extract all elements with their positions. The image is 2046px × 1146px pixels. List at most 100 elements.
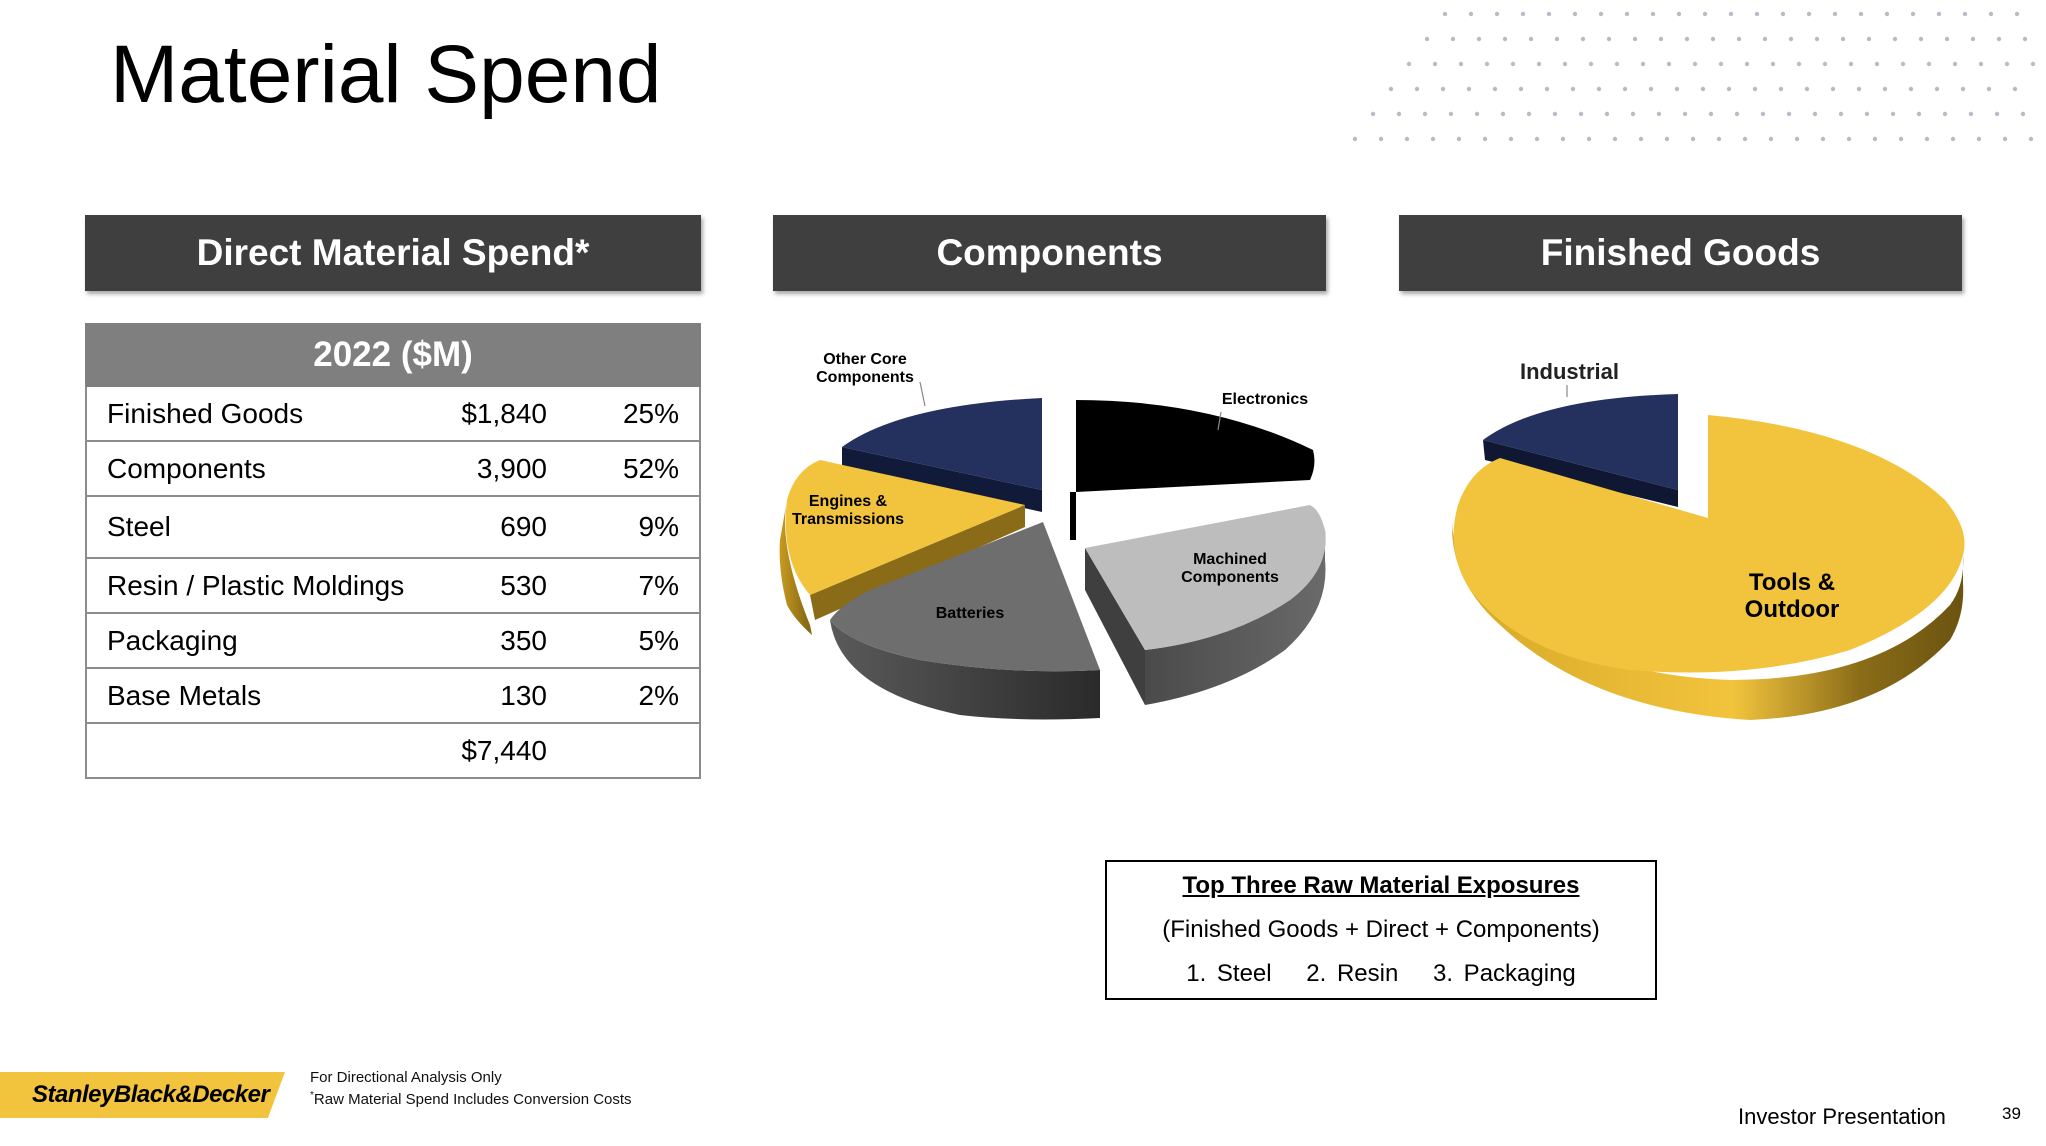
decorative-dot (1554, 36, 1560, 42)
decorative-dot (1710, 36, 1716, 42)
footnote-conversion-text: Raw Material Spend Includes Conversion C… (313, 1091, 632, 1108)
decorative-dot (1994, 111, 2000, 117)
decorative-dot (1910, 11, 1916, 17)
decorative-dot (1580, 36, 1586, 42)
slice-electronics (1076, 400, 1315, 492)
decorative-dot (1466, 86, 1472, 92)
decorative-dot (1884, 11, 1890, 17)
decorative-dot (1898, 136, 1904, 142)
decorative-dot (1482, 136, 1488, 142)
decorative-dot (1762, 36, 1768, 42)
decorative-dot (1684, 36, 1690, 42)
label-machined-2: Components (1181, 569, 1279, 586)
table-header: 2022 ($M) (85, 323, 701, 387)
decorative-dot (1500, 111, 1506, 117)
decorative-dot (1468, 11, 1474, 17)
row-label: Steel (85, 495, 437, 559)
leader-line (1217, 411, 1222, 431)
slice-engines-side (779, 500, 812, 635)
row-amount: 3,900 (437, 440, 547, 497)
decorative-dot (1950, 136, 1956, 142)
decorative-dot (1612, 136, 1618, 142)
decorative-dot (1742, 136, 1748, 142)
callout-item: 1. Steel (1186, 960, 1272, 987)
decorative-dot (1918, 36, 1924, 42)
slice-batteries (830, 522, 1100, 672)
decorative-dot (1996, 36, 2002, 42)
decorative-dot (1952, 61, 1958, 67)
decorative-dot (1780, 11, 1786, 17)
row-amount: 130 (437, 667, 547, 724)
decorative-dot (2030, 61, 2036, 67)
decorative-dot (1832, 11, 1838, 17)
decorative-dot (1856, 86, 1862, 92)
decorative-dot (2020, 111, 2026, 117)
decorative-dot (1700, 86, 1706, 92)
label-electronics: Electronics (1222, 391, 1308, 408)
row-label: Resin / Plastic Moldings (85, 557, 437, 614)
label-batteries: Batteries (936, 605, 1005, 622)
row-amount: $1,840 (437, 385, 547, 442)
decorative-dot (1962, 11, 1968, 17)
label-industrial: Industrial (1520, 359, 1619, 384)
decorative-dot (2002, 136, 2008, 142)
decorative-dot (1726, 86, 1732, 92)
slice-machined-side2 (1085, 548, 1145, 705)
decorative-dot (2012, 86, 2018, 92)
decorative-dot (1754, 11, 1760, 17)
page-number: 39 (2002, 1104, 2021, 1123)
label-engines-1: Engines & (809, 493, 888, 510)
decorative-dot (1648, 86, 1654, 92)
footnote-mark: * (310, 1090, 314, 1101)
decorative-dot (1728, 11, 1734, 17)
decorative-dot (1650, 11, 1656, 17)
decorative-dot (1378, 136, 1384, 142)
presentation-label: Investor Presentation (1738, 1104, 1946, 1129)
decorative-dot (1570, 86, 1576, 92)
decorative-dot (1432, 61, 1438, 67)
decorative-dot (1502, 36, 1508, 42)
decorative-dot (1614, 61, 1620, 67)
decorative-dot (1546, 11, 1552, 17)
decorative-dot (1846, 136, 1852, 142)
row-amount: 530 (437, 557, 547, 614)
decorative-dot (2004, 61, 2010, 67)
decorative-dot (1476, 36, 1482, 42)
direct-spend-table: 2022 ($M) Finished Goods $1,840 25% Comp… (85, 323, 701, 779)
decorative-dot (1908, 86, 1914, 92)
decorative-dot (1656, 111, 1662, 117)
decorative-dot (1794, 136, 1800, 142)
decorative-dot (2022, 36, 2028, 42)
decorative-dot (1788, 36, 1794, 42)
decorative-dot (1562, 61, 1568, 67)
decorative-dot (1692, 61, 1698, 67)
decorative-dot (1458, 61, 1464, 67)
footnote-directional: For Directional Analysis Only (310, 1069, 502, 1086)
slice-engines (785, 460, 1025, 595)
decorative-dot (1422, 111, 1428, 117)
slice-machined-side (1145, 530, 1326, 705)
total-pct-empty (547, 722, 701, 779)
row-amount: 690 (437, 495, 547, 559)
slice-industrial (1483, 394, 1678, 490)
slice-engines-side2 (810, 505, 1025, 620)
decorative-dot (1450, 36, 1456, 42)
label-engines-2: Transmissions (792, 511, 904, 528)
decorative-dot (1448, 111, 1454, 117)
decorative-dot (1560, 136, 1566, 142)
row-amount: 350 (437, 612, 547, 669)
components-header: Components (773, 215, 1326, 291)
decorative-dot (2014, 11, 2020, 17)
table-row: Base Metals 130 2% (85, 667, 701, 724)
decorative-dot (1718, 61, 1724, 67)
slice-other-core-side (842, 447, 1042, 512)
decorative-dot (1606, 36, 1612, 42)
slice-electronics-side (1070, 492, 1076, 540)
row-label: Packaging (85, 612, 437, 669)
finished-goods-header: Finished Goods (1399, 215, 1962, 291)
total-amount: $7,440 (437, 722, 547, 779)
row-pct: 52% (547, 440, 701, 497)
decorative-dot (1814, 36, 1820, 42)
decorative-dot (1968, 111, 1974, 117)
decorative-dot (1404, 136, 1410, 142)
